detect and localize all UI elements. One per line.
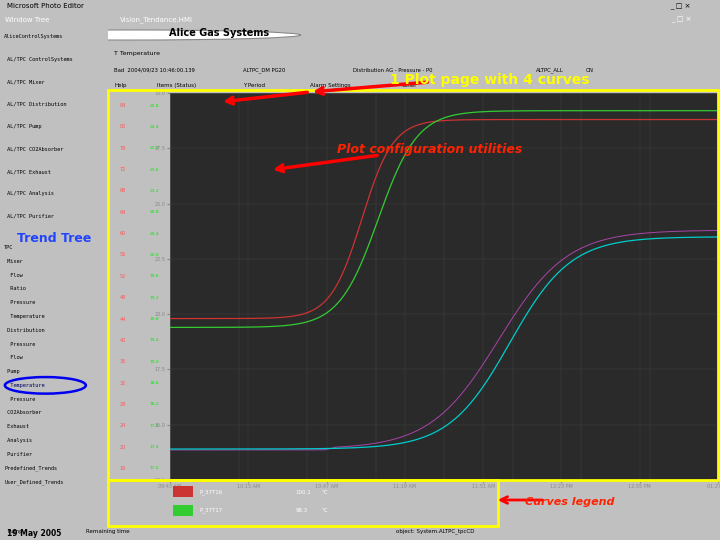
Text: Analysis: Analysis: [4, 438, 32, 443]
Text: Remaining time: Remaining time: [86, 529, 130, 534]
Text: Mixer: Mixer: [4, 259, 23, 264]
Text: 20.8: 20.8: [149, 210, 159, 214]
Text: _ □ ×: _ □ ×: [670, 3, 690, 10]
Text: AL/TPC Pump: AL/TPC Pump: [4, 124, 42, 129]
Text: Pressure: Pressure: [4, 300, 35, 305]
Text: Help: Help: [114, 83, 127, 88]
Text: 19.2: 19.2: [149, 296, 159, 300]
Text: AL/TPC Distribution: AL/TPC Distribution: [4, 102, 67, 106]
Text: 48: 48: [120, 295, 126, 300]
Text: 17.4: 17.4: [149, 445, 159, 449]
Text: 20: 20: [120, 444, 126, 450]
Text: Y Period: Y Period: [243, 83, 265, 88]
Text: 32: 32: [120, 381, 126, 386]
Text: 36: 36: [120, 359, 126, 364]
Text: _ □ ×: _ □ ×: [671, 16, 691, 23]
Text: Flow: Flow: [4, 273, 23, 278]
Text: Flow: Flow: [4, 355, 23, 360]
Text: 64: 64: [120, 210, 126, 215]
Text: AL/TPC Analysis: AL/TPC Analysis: [4, 192, 54, 197]
Text: Window Tree: Window Tree: [6, 17, 50, 23]
Text: AL/TPC Mixer: AL/TPC Mixer: [4, 79, 45, 84]
Text: 22.0: 22.0: [149, 146, 159, 150]
Text: Exhaust: Exhaust: [4, 424, 30, 429]
Text: 18.6: 18.6: [149, 381, 159, 385]
Text: 19.4: 19.4: [149, 339, 159, 342]
Text: Pump: Pump: [4, 369, 20, 374]
Circle shape: [0, 30, 301, 40]
Text: ALTPC_ALL: ALTPC_ALL: [536, 67, 564, 73]
Text: 100.1: 100.1: [295, 489, 311, 495]
Text: 72: 72: [120, 167, 126, 172]
Text: AL/TPC CO2Absorber: AL/TPC CO2Absorber: [4, 146, 63, 152]
Text: P_37T17: P_37T17: [199, 508, 223, 514]
Text: Items (Status): Items (Status): [157, 83, 196, 88]
Text: Vision_Tendance.HMI: Vision_Tendance.HMI: [120, 16, 193, 23]
Text: Alice Gas Systems: Alice Gas Systems: [169, 28, 269, 38]
Text: ON: ON: [585, 68, 593, 72]
Text: 22.4: 22.4: [149, 125, 159, 129]
Text: Bad  2004/09/23 10:46:00.139: Bad 2004/09/23 10:46:00.139: [114, 68, 195, 72]
Text: Plot configuration utilities: Plot configuration utilities: [337, 144, 523, 157]
Text: Trend Tree: Trend Tree: [17, 232, 91, 245]
Text: 19.8: 19.8: [149, 317, 159, 321]
Text: 22.8: 22.8: [149, 104, 159, 107]
Text: 21.6: 21.6: [149, 167, 159, 172]
Text: Temperature: Temperature: [4, 383, 45, 388]
Text: 20.0: 20.0: [149, 253, 159, 257]
Text: Pump: Pump: [7, 529, 23, 534]
Text: 19.6: 19.6: [149, 274, 159, 278]
Text: 52: 52: [120, 274, 126, 279]
Text: 17.0: 17.0: [149, 467, 159, 470]
Text: Ratio: Ratio: [4, 286, 26, 292]
Text: 68: 68: [120, 188, 126, 193]
Bar: [174, 505, 193, 516]
Text: Predefined_Trends: Predefined_Trends: [4, 465, 58, 471]
Text: 60: 60: [120, 231, 126, 236]
Text: Alarm Settings: Alarm Settings: [310, 83, 351, 88]
Bar: [174, 487, 193, 497]
Text: T Temperature: T Temperature: [114, 51, 160, 56]
Text: 24: 24: [120, 423, 126, 428]
Text: 84: 84: [120, 103, 126, 108]
Text: ALTPC_DM PG20: ALTPC_DM PG20: [243, 67, 285, 73]
Text: AliceControlSystems: AliceControlSystems: [4, 34, 63, 39]
Text: 40: 40: [120, 338, 126, 343]
Text: 28: 28: [120, 402, 126, 407]
Text: 80: 80: [120, 124, 126, 130]
Text: 1 Plot page with 4 curves: 1 Plot page with 4 curves: [390, 73, 590, 87]
Text: Purifier: Purifier: [4, 451, 32, 457]
Text: AL/TPC Exhaust: AL/TPC Exhaust: [4, 169, 51, 174]
Text: Curves legend: Curves legend: [526, 497, 615, 507]
Text: 98.3: 98.3: [295, 508, 307, 513]
Text: Distribution: Distribution: [4, 328, 45, 333]
Text: User_Defined_Trends: User_Defined_Trends: [4, 479, 63, 484]
Text: 17.8: 17.8: [149, 424, 159, 428]
Text: CO2Absorber: CO2Absorber: [4, 410, 42, 415]
Text: 18.2: 18.2: [149, 402, 159, 407]
Text: 20.4: 20.4: [149, 232, 159, 235]
Text: °C: °C: [322, 489, 328, 495]
Text: P_37T16: P_37T16: [199, 489, 223, 495]
Text: Distribution AG - Pressure - P0: Distribution AG - Pressure - P0: [353, 68, 432, 72]
Text: Pressure: Pressure: [4, 396, 35, 402]
Text: Pressure: Pressure: [4, 341, 35, 347]
Text: 16: 16: [120, 466, 126, 471]
Text: °C: °C: [322, 508, 328, 513]
Text: object: System.ALTPC_tpcCD: object: System.ALTPC_tpcCD: [396, 528, 474, 534]
Text: 56: 56: [120, 253, 126, 258]
Text: AL/TPC ControlSystems: AL/TPC ControlSystems: [4, 57, 73, 62]
Text: 19.0: 19.0: [149, 360, 159, 364]
Text: 44: 44: [120, 316, 126, 321]
Text: 21.2: 21.2: [149, 189, 159, 193]
Text: Microsoft Photo Editor: Microsoft Photo Editor: [7, 3, 84, 10]
Text: 78: 78: [120, 146, 126, 151]
Text: Temperature: Temperature: [4, 314, 45, 319]
Text: AL/TPC Purifier: AL/TPC Purifier: [4, 214, 54, 219]
Text: TPC: TPC: [4, 245, 14, 250]
Text: Other: Other: [402, 83, 418, 88]
Text: 19 May 2005: 19 May 2005: [7, 530, 62, 538]
